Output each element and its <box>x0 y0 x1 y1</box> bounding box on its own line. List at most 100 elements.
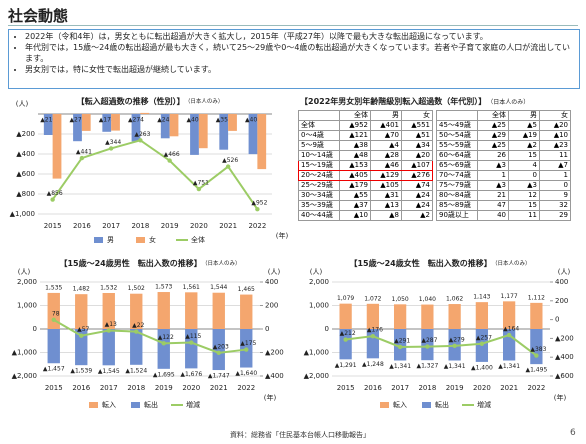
bar-value-label: ▲178 <box>99 117 115 124</box>
bar-value-label: ▲210 <box>40 117 56 124</box>
bar <box>198 114 208 149</box>
line-value-label: ▲279 <box>449 336 465 343</box>
x-tick-label: 2015 <box>44 222 62 230</box>
table-cell: 1 <box>477 170 509 181</box>
table-cell: ▲24 <box>401 200 433 211</box>
bar-value-label: ▲1,248 <box>362 361 384 368</box>
line-value-label: ▲344 <box>105 139 121 146</box>
table-cell: ▲8 <box>370 210 402 221</box>
header-cell: 女 <box>539 110 571 121</box>
header-cell: 男 <box>370 110 402 121</box>
table-row: 70～74歳 1 0 1 <box>436 170 571 181</box>
header-cell <box>436 110 478 121</box>
bar-value-label: ▲1,539 <box>70 368 92 375</box>
bar-value-label: ▲272 <box>69 117 85 124</box>
bar <box>73 114 82 142</box>
x-tick-label: 2018 <box>131 222 149 230</box>
table-cell: 32 <box>539 200 571 211</box>
table-cell: 15 <box>508 200 540 211</box>
x-tick-label: 2015 <box>45 384 63 392</box>
y2-tick-label: 0 <box>265 325 269 333</box>
chart-title: 【15歳～24歳女性 転出入数の推移】 （日本人のみ） <box>349 258 530 268</box>
table-row: 15～19歳 ▲153 ▲46 ▲107 <box>298 160 433 171</box>
y2-tick-label: ▲600 <box>555 372 574 380</box>
bar <box>130 329 143 365</box>
bar-value-label: 1,072 <box>364 295 381 302</box>
table-row: 25～29歳 ▲179 ▲105 ▲74 <box>298 180 433 191</box>
line-marker <box>255 207 260 212</box>
bar-value-label: 1,040 <box>419 296 436 303</box>
y-tick-label: ▲800 <box>16 190 35 198</box>
table-cell: ▲121 <box>339 130 371 141</box>
bar <box>475 302 489 329</box>
bar <box>240 294 253 329</box>
table-row: 50～54歳 ▲29 ▲19 ▲10 <box>436 130 571 141</box>
x-tick-label: 2022 <box>248 222 266 230</box>
table-cell: 11 <box>508 210 540 221</box>
bar <box>130 293 143 329</box>
x-tick-label: 2017 <box>102 222 120 230</box>
bar-value-label: 1,573 <box>155 284 172 291</box>
x-tick-label: 2022 <box>237 384 255 392</box>
y-tick-label: 1,000 <box>17 302 37 310</box>
table-cell: 11 <box>539 150 571 161</box>
table-cell: ▲10 <box>339 210 371 221</box>
bar-value-label: 1,535 <box>45 284 62 291</box>
table-row: 60～64歳 26 15 11 <box>436 150 571 161</box>
x-tick-label: 2018 <box>127 384 145 392</box>
table-cell: ▲105 <box>370 180 402 191</box>
header-row: 全体男女 <box>298 110 433 121</box>
table-cell: 10～14歳 <box>298 150 340 161</box>
line-value-label: ▲287 <box>421 337 437 344</box>
y-axis-label: (人) <box>18 268 31 276</box>
table-cell: 21 <box>477 190 509 201</box>
bar <box>102 292 115 329</box>
bar <box>47 329 60 364</box>
line-marker <box>452 343 457 349</box>
bar-value-label: ▲1,341 <box>444 363 466 370</box>
table-cell: 70～74歳 <box>436 170 478 181</box>
y2-tick-label: ▲200 <box>555 334 574 342</box>
bar-value-label: ▲1,695 <box>153 371 175 378</box>
table-cell: ▲952 <box>339 120 371 131</box>
bar-value-label: ▲1,524 <box>125 367 147 374</box>
line-marker <box>343 337 348 342</box>
table-cell: 40～44歳 <box>298 210 340 221</box>
table-row: 45～49歳 ▲25 ▲5 ▲20 <box>436 120 571 131</box>
legend-label: 転入 <box>393 401 407 409</box>
table-cell: ▲51 <box>401 130 433 141</box>
bar <box>339 329 352 360</box>
table-cell: 47 <box>477 200 509 211</box>
table-cell: ▲28 <box>370 150 402 161</box>
legend-swatch <box>94 237 103 243</box>
table-cell: 35～39歳 <box>298 200 340 211</box>
x-tick-label: 2021 <box>210 384 228 392</box>
legend-label: 転入 <box>102 401 116 409</box>
x-tick-label: 2020 <box>473 384 491 392</box>
x-tick-label: 2021 <box>500 384 518 392</box>
bar-value-label: ▲409 <box>186 117 202 124</box>
bar-value-label: ▲274 <box>128 117 144 124</box>
bar-value-label: ▲1,747 <box>208 373 230 380</box>
x-tick-label: 2017 <box>391 384 409 392</box>
bar-value-label: 1,532 <box>100 284 117 291</box>
table-cell: 20～24歳 <box>298 170 340 181</box>
x-tick-label: 2020 <box>182 384 200 392</box>
line-value-label: ▲115 <box>185 333 201 340</box>
line-value-label: ▲291 <box>394 337 410 344</box>
bar-value-label: ▲1,457 <box>43 366 65 373</box>
line-value-label: ▲164 <box>503 326 519 333</box>
header-cell: 女 <box>401 110 433 121</box>
bar <box>140 112 150 114</box>
bar <box>219 114 229 150</box>
table-row: 90歳以上 40 11 29 <box>436 210 571 221</box>
source: 資料：総務省「住民基本台帳人口移動報告」 <box>230 431 370 439</box>
x-tick-label: 2015 <box>337 384 355 392</box>
bar-value-label: ▲1,545 <box>98 368 120 375</box>
table-cell: 5～9歳 <box>298 140 340 151</box>
bar <box>190 114 199 155</box>
summary-box: 2022年（令和4年）は，男女ともに転出超過が大きく拡大し，2015年（平成27… <box>8 29 580 89</box>
x-axis-label: (年) <box>264 393 277 402</box>
y2-tick-label: 200 <box>265 302 278 310</box>
